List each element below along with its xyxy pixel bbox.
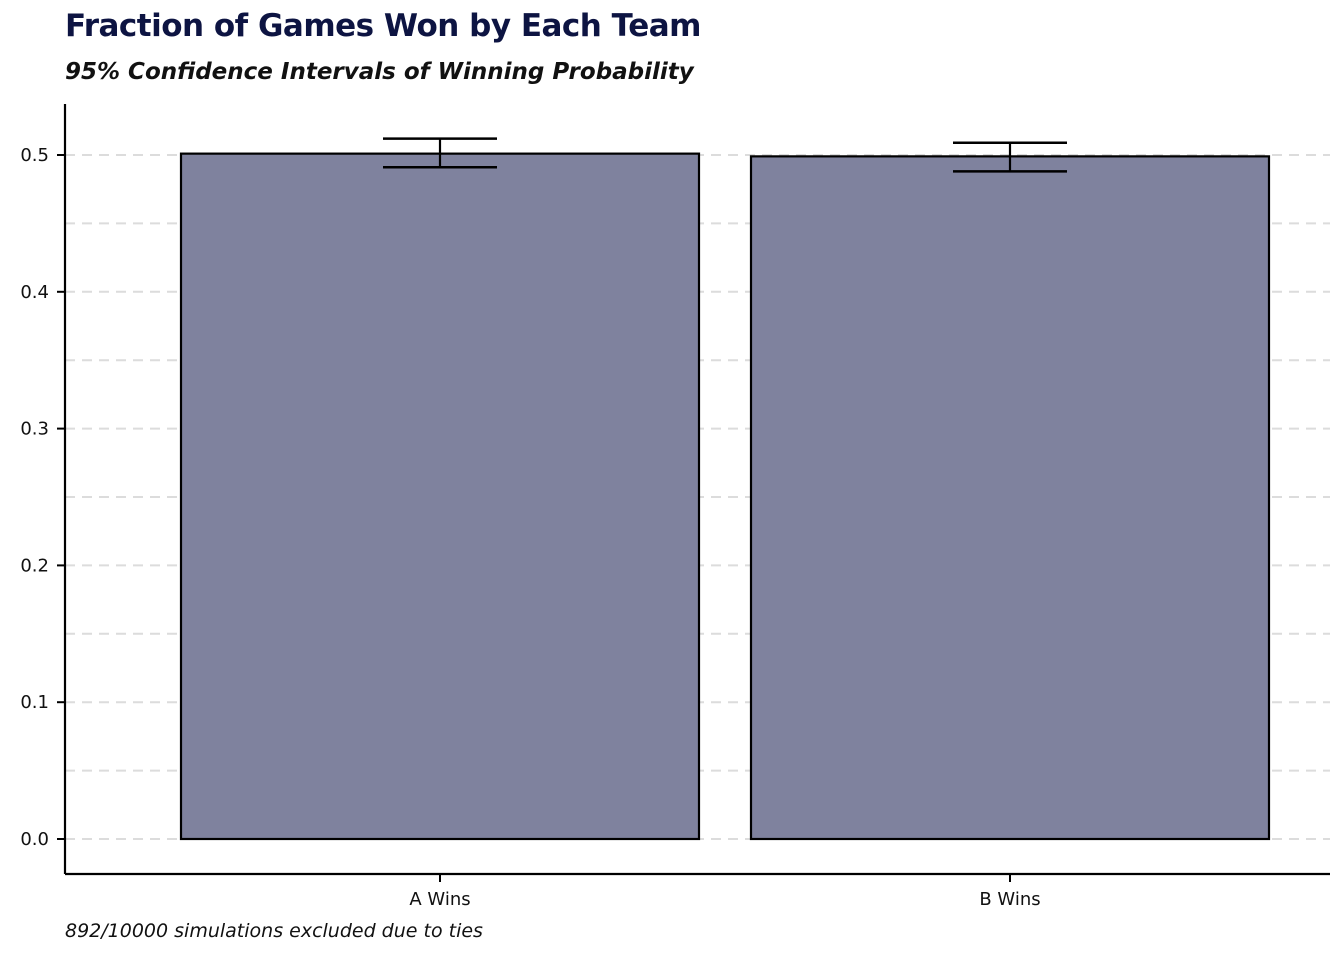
chart-caption: 892/10000 simulations excluded due to ti… bbox=[65, 920, 483, 942]
y-tick-label: 0.5 bbox=[20, 145, 49, 166]
bar bbox=[749, 155, 1271, 841]
y-tick-label: 0.1 bbox=[20, 692, 49, 713]
y-tick-label: 0.4 bbox=[20, 282, 49, 303]
y-tick-label: 0.0 bbox=[20, 829, 49, 850]
chart-title: Fraction of Games Won by Each Team bbox=[65, 8, 701, 44]
x-tick-label: B Wins bbox=[979, 889, 1040, 910]
y-tick-label: 0.2 bbox=[20, 555, 49, 576]
bar bbox=[179, 152, 701, 841]
chart-subtitle: 95% Confidence Intervals of Winning Prob… bbox=[65, 59, 694, 85]
y-tick-label: 0.3 bbox=[20, 419, 49, 440]
x-tick-label: A Wins bbox=[409, 889, 470, 910]
